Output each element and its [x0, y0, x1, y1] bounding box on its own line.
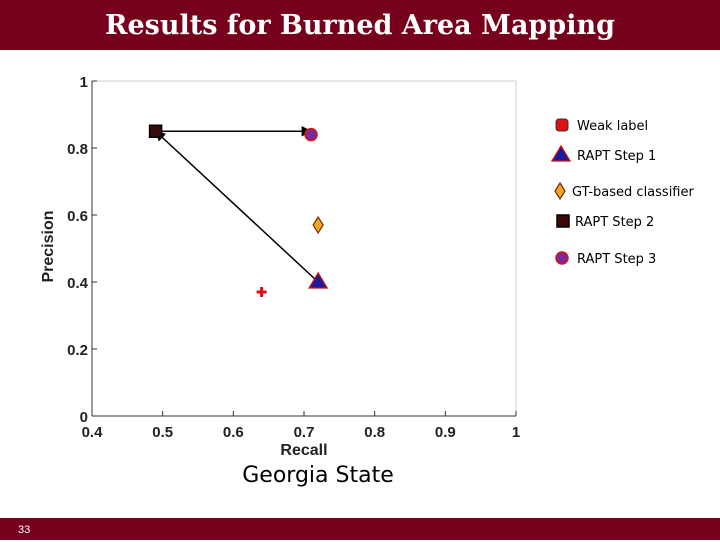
x-tick-label: 0.4 — [82, 424, 104, 441]
title-bar — [0, 0, 720, 50]
x-tick-label: 0.8 — [364, 424, 385, 441]
data-point-circle — [304, 127, 318, 142]
y-tick-label: 1 — [80, 74, 88, 91]
data-point-diamond — [312, 215, 324, 235]
legend-label: RAPT Step 2 — [575, 215, 654, 230]
data-point-triangle — [307, 271, 329, 289]
legend-label: RAPT Step 3 — [577, 252, 656, 267]
legend-label: Weak label — [577, 119, 648, 134]
x-tick-label: 0.6 — [223, 424, 244, 441]
y-axis-ticks: 0 0.2 0.4 0.6 0.8 1 — [67, 74, 97, 426]
legend: Weak label RAPT Step 1 GT-based classifier… — [550, 118, 694, 267]
data-points — [148, 124, 329, 298]
legend-label: RAPT Step 1 — [577, 149, 656, 164]
x-axis-label: Recall — [280, 442, 327, 459]
x-axis-ticks: 0.4 0.5 0.6 0.7 0.8 0.9 1 — [82, 411, 520, 441]
arrows — [154, 126, 319, 283]
x-tick-label: 0.9 — [435, 424, 456, 441]
data-point-plus — [256, 287, 267, 298]
legend-marker-circle — [555, 251, 569, 265]
arrow-line — [154, 130, 319, 283]
y-tick-label: 0.6 — [67, 208, 88, 225]
y-tick-label: 0.2 — [67, 342, 88, 359]
x-tick-label: 1 — [512, 424, 520, 441]
y-axis-label: Precision — [40, 210, 57, 282]
legend-marker-square — [556, 214, 570, 228]
slide-title: Results for Burned Area Mapping — [105, 10, 615, 41]
legend-label: GT-based classifier — [572, 185, 694, 200]
data-point-square — [148, 124, 163, 138]
y-tick-label: 0.4 — [67, 275, 89, 292]
legend-marker-triangle — [550, 144, 572, 162]
page-number: 33 — [18, 524, 31, 536]
legend-marker-plus — [555, 118, 569, 132]
x-tick-label: 0.7 — [294, 424, 315, 441]
footer-bar: 33 — [0, 518, 720, 540]
legend-marker-diamond — [554, 181, 566, 201]
x-tick-label: 0.5 — [152, 424, 173, 441]
y-tick-label: 0 — [80, 409, 88, 426]
chart-caption: Georgia State — [242, 463, 394, 488]
y-tick-label: 0.8 — [67, 141, 88, 158]
